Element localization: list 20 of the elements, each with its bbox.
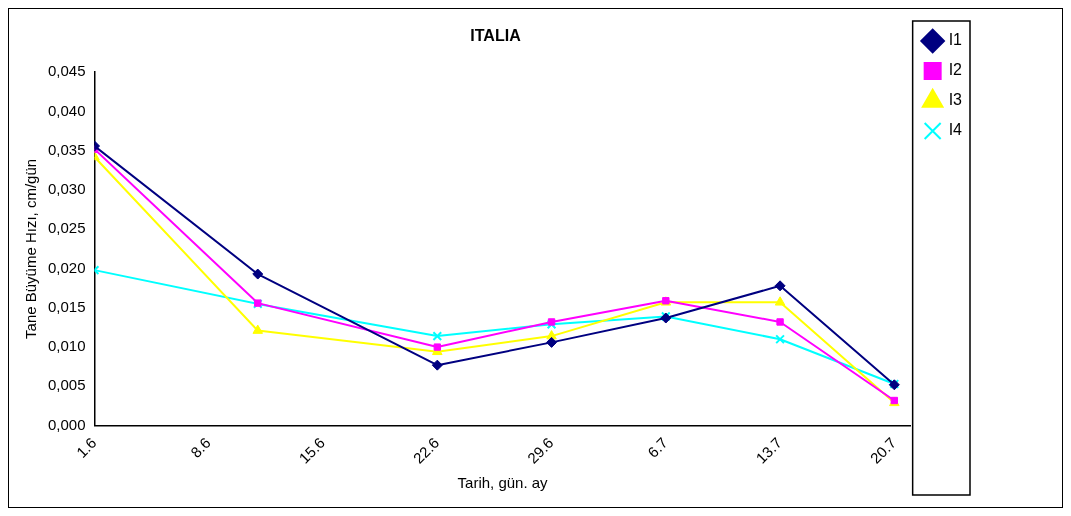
y-tick-label: 0,035 [47,140,86,158]
y-tick-label: 0,015 [47,297,86,315]
legend-label: I1 [948,31,963,49]
y-axis-title: Tane Büyüme Hızı, cm/gün [22,158,40,339]
y-tick-label: 0,010 [47,337,86,355]
x-tick-label: 6.7 [644,434,671,461]
x-tick-label: 1.6 [72,434,100,461]
legend-label: I4 [948,121,963,139]
y-tick-label: 0,045 [47,62,86,80]
y-tick-label: 0,000 [47,415,86,433]
chart-title: ITALIA [470,27,522,45]
legend-label: I2 [948,61,963,79]
y-tick-label: 0,005 [47,376,86,394]
y-tick-label: 0,025 [47,219,86,237]
y-tick-label: 0,020 [47,258,86,276]
y-tick-label: 0,030 [47,180,86,198]
legend-label: I3 [948,91,963,109]
x-axis-title: Tarih, gün. ay [457,474,549,492]
y-tick-label: 0,040 [47,101,86,119]
x-tick-label: 8.6 [187,434,214,461]
